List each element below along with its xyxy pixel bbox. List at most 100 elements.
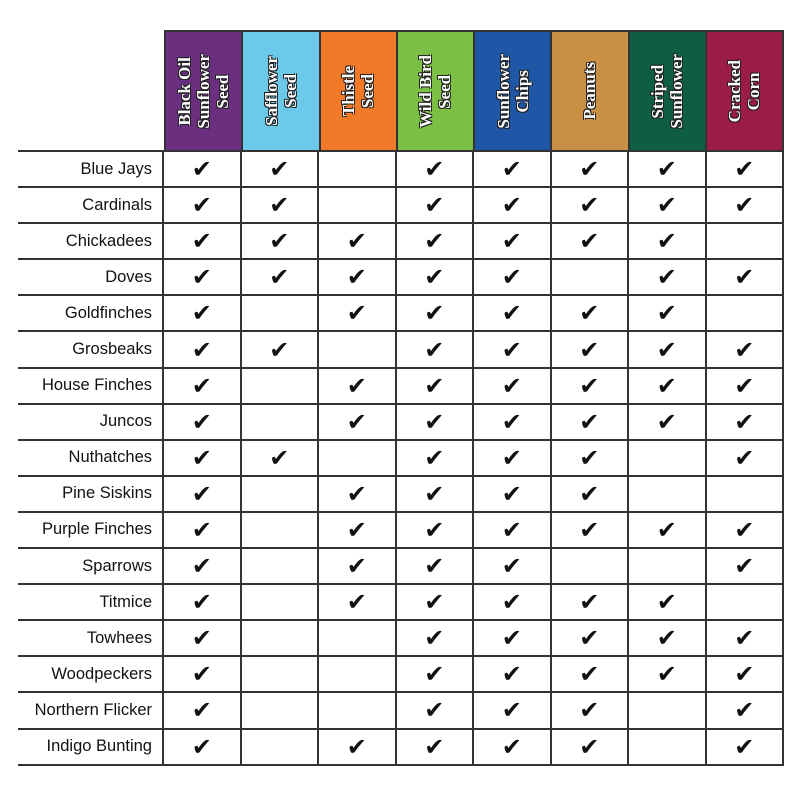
- table-cell: ✔: [552, 440, 629, 475]
- table-cell: ✔: [397, 152, 474, 187]
- checkmark-icon: ✔: [501, 515, 522, 544]
- bird-name-cell: Doves: [18, 260, 164, 295]
- column-header: Wild Bird Seed: [397, 32, 475, 150]
- table-cell: [629, 440, 707, 475]
- checkmark-icon: ✔: [501, 335, 522, 364]
- checkmark-icon: ✔: [501, 263, 522, 292]
- checkmark-icon: ✔: [501, 299, 522, 328]
- table-cell: ✔: [707, 152, 784, 187]
- checkmark-icon: ✔: [346, 479, 367, 508]
- column-header: Safflower Seed: [243, 32, 321, 150]
- table-cell: ✔: [397, 657, 474, 692]
- checkmark-icon: ✔: [501, 407, 522, 436]
- table-cell: ✔: [552, 621, 629, 656]
- table-cell: ✔: [164, 296, 242, 331]
- checkmark-icon: ✔: [346, 732, 367, 761]
- bird-name-cell: Purple Finches: [18, 512, 164, 548]
- bird-name: Juncos: [99, 412, 152, 431]
- table-cell: ✔: [552, 512, 629, 548]
- bird-name: Cardinals: [82, 195, 152, 214]
- table-cell: ✔: [242, 224, 319, 259]
- table-cell: ✔: [164, 549, 242, 584]
- checkmark-icon: ✔: [656, 515, 677, 544]
- table-cell: ✔: [474, 368, 552, 403]
- table-row: Blue Jays ✔ ✔ ✔ ✔ ✔ ✔ ✔: [18, 152, 784, 189]
- checkmark-icon: ✔: [579, 696, 600, 725]
- bird-name-cell: Sparrows: [18, 549, 164, 584]
- checkmark-icon: ✔: [424, 155, 445, 184]
- table-cell: ✔: [707, 657, 784, 692]
- column-header-label: Black Oil Sunflower Seed: [175, 53, 233, 129]
- column-header-label: Sunflower Chips: [493, 53, 532, 129]
- column-header-label: Thistle Seed: [339, 65, 378, 117]
- table-cell: ✔: [474, 440, 552, 475]
- column-header: Sunflower Chips: [475, 32, 553, 150]
- bird-name-cell: House Finches: [18, 368, 164, 403]
- table-row: Woodpeckers ✔ ✔ ✔ ✔ ✔ ✔: [18, 657, 784, 694]
- table-cell: [242, 368, 319, 403]
- checkmark-icon: ✔: [424, 335, 445, 364]
- bird-name-cell: Chickadees: [18, 224, 164, 259]
- table-cell: [319, 440, 397, 475]
- checkmark-icon: ✔: [501, 155, 522, 184]
- table-cell: [707, 296, 784, 331]
- checkmark-icon: ✔: [579, 299, 600, 328]
- table-cell: ✔: [242, 260, 319, 295]
- checkmark-icon: ✔: [269, 443, 290, 472]
- checkmark-icon: ✔: [191, 660, 212, 689]
- table-cell: ✔: [629, 332, 707, 367]
- table-cell: [552, 549, 629, 584]
- checkmark-icon: ✔: [269, 155, 290, 184]
- table-cell: ✔: [319, 368, 397, 403]
- table-cell: ✔: [319, 585, 397, 620]
- bird-name-cell: Goldfinches: [18, 296, 164, 331]
- table-cell: ✔: [707, 729, 784, 764]
- table-cell: ✔: [707, 512, 784, 548]
- checkmark-icon: ✔: [501, 479, 522, 508]
- checkmark-icon: ✔: [579, 588, 600, 617]
- checkmark-icon: ✔: [346, 227, 367, 256]
- table-cell: ✔: [629, 621, 707, 656]
- column-header: Peanuts: [552, 32, 630, 150]
- checkmark-icon: ✔: [734, 263, 755, 292]
- checkmark-icon: ✔: [191, 732, 212, 761]
- checkmark-icon: ✔: [346, 263, 367, 292]
- table-cell: ✔: [474, 729, 552, 764]
- checkmark-icon: ✔: [734, 191, 755, 220]
- checkmark-icon: ✔: [424, 443, 445, 472]
- checkmark-icon: ✔: [191, 299, 212, 328]
- table-cell: ✔: [164, 260, 242, 295]
- table-cell: ✔: [164, 404, 242, 439]
- checkmark-icon: ✔: [501, 443, 522, 472]
- table-cell: ✔: [707, 332, 784, 367]
- table-cell: ✔: [552, 404, 629, 439]
- table-cell: [242, 296, 319, 331]
- checkmark-icon: ✔: [734, 732, 755, 761]
- table-cell: [319, 693, 397, 728]
- column-header: Striped Sunflower: [629, 32, 707, 150]
- table-cell: ✔: [164, 512, 242, 548]
- table-cell: ✔: [552, 188, 629, 223]
- table-row: Sparrows ✔ ✔ ✔ ✔ ✔: [18, 549, 784, 586]
- checkmark-icon: ✔: [424, 515, 445, 544]
- table-row: Doves ✔ ✔ ✔ ✔ ✔ ✔ ✔: [18, 260, 784, 297]
- table-cell: ✔: [397, 549, 474, 584]
- checkmark-icon: ✔: [191, 371, 212, 400]
- table-cell: [242, 512, 319, 548]
- checkmark-icon: ✔: [424, 552, 445, 581]
- bird-name: Northern Flicker: [34, 700, 152, 719]
- checkmark-icon: ✔: [424, 660, 445, 689]
- table-cell: ✔: [707, 404, 784, 439]
- checkmark-icon: ✔: [424, 588, 445, 617]
- table-cell: ✔: [707, 549, 784, 584]
- table-cell: [629, 693, 707, 728]
- table-row: Goldfinches ✔ ✔ ✔ ✔ ✔ ✔: [18, 296, 784, 333]
- checkmark-icon: ✔: [424, 696, 445, 725]
- checkmark-icon: ✔: [734, 155, 755, 184]
- table-cell: ✔: [164, 368, 242, 403]
- bird-name-cell: Nuthatches: [18, 440, 164, 475]
- table-cell: [242, 693, 319, 728]
- checkmark-icon: ✔: [579, 227, 600, 256]
- table-cell: ✔: [474, 224, 552, 259]
- table-cell: ✔: [552, 368, 629, 403]
